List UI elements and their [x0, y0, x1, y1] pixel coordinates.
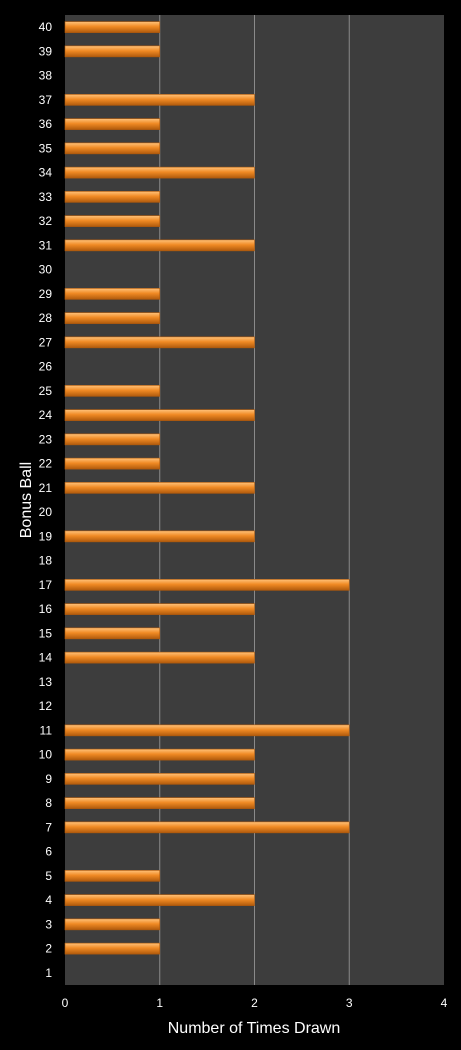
y-tick-label-22: 22 [39, 457, 53, 471]
y-tick-label-18: 18 [39, 554, 53, 568]
y-tick-label-8: 8 [45, 796, 52, 810]
bar-15 [64, 627, 161, 640]
y-tick-label-39: 39 [39, 44, 53, 58]
y-tick-label-10: 10 [39, 748, 53, 762]
y-tick-label-21: 21 [39, 481, 53, 495]
y-tick-label-32: 32 [39, 214, 53, 228]
y-tick-label-33: 33 [39, 190, 53, 204]
bar-28 [64, 312, 161, 324]
y-tick-label-15: 15 [39, 626, 53, 640]
y-tick-labels: 1234567891011121314151617181920212223242… [39, 20, 53, 980]
y-tick-label-24: 24 [39, 408, 53, 422]
y-tick-label-35: 35 [39, 141, 53, 155]
y-tick-label-40: 40 [39, 20, 53, 34]
bar-24 [64, 409, 255, 421]
bar-11 [64, 724, 350, 737]
y-tick-label-26: 26 [39, 360, 53, 374]
x-tick-label-1: 1 [156, 996, 163, 1010]
y-tick-label-29: 29 [39, 287, 53, 301]
bar-22 [64, 457, 161, 470]
y-tick-label-14: 14 [39, 651, 53, 665]
y-tick-label-11: 11 [40, 723, 53, 737]
bar-32 [64, 215, 161, 227]
bar-21 [64, 482, 255, 494]
y-tick-label-6: 6 [45, 845, 52, 859]
bar-2 [64, 942, 161, 955]
bar-10 [64, 748, 255, 761]
x-tick-label-0: 0 [62, 996, 69, 1010]
y-tick-label-17: 17 [39, 578, 53, 592]
bar-34 [64, 166, 255, 179]
x-tick-label-3: 3 [346, 996, 353, 1010]
y-tick-label-19: 19 [39, 529, 53, 543]
bar-40 [64, 21, 161, 33]
y-axis-title: Bonus Ball [18, 462, 35, 539]
bar-36 [64, 118, 161, 130]
y-tick-label-2: 2 [45, 942, 52, 956]
y-tick-label-16: 16 [39, 602, 53, 616]
y-tick-label-13: 13 [39, 675, 53, 689]
bar-7 [64, 821, 350, 834]
y-tick-label-5: 5 [45, 869, 52, 883]
bar-37 [64, 94, 255, 106]
y-tick-label-38: 38 [39, 69, 53, 83]
x-tick-labels: 0 1 2 3 4 [62, 996, 448, 1010]
bar-14 [64, 651, 255, 664]
bar-25 [64, 385, 161, 397]
y-tick-label-28: 28 [39, 311, 53, 325]
bar-33 [64, 191, 161, 203]
y-tick-label-4: 4 [45, 893, 52, 907]
bar-23 [64, 433, 161, 446]
y-tick-label-1: 1 [45, 966, 52, 980]
y-tick-label-31: 31 [39, 238, 53, 252]
bar-29 [64, 288, 161, 300]
x-tick-label-4: 4 [441, 996, 448, 1010]
y-tick-label-23: 23 [39, 432, 53, 446]
x-tick-label-2: 2 [251, 996, 258, 1010]
y-tick-label-20: 20 [39, 505, 53, 519]
bar-8 [64, 797, 255, 809]
bar-19 [64, 530, 255, 543]
y-tick-label-30: 30 [39, 263, 53, 277]
y-tick-label-34: 34 [39, 166, 53, 180]
bar-5 [64, 870, 161, 882]
bar-9 [64, 773, 255, 785]
bar-27 [64, 336, 255, 349]
bar-3 [64, 918, 161, 931]
y-tick-label-36: 36 [39, 117, 53, 131]
y-tick-label-37: 37 [39, 93, 53, 107]
bars [64, 21, 350, 955]
bar-17 [64, 579, 350, 591]
y-tick-label-3: 3 [45, 917, 52, 931]
bar-39 [64, 45, 161, 58]
bar-31 [64, 239, 255, 252]
y-tick-label-9: 9 [45, 772, 52, 786]
y-tick-label-27: 27 [39, 335, 53, 349]
bar-35 [64, 142, 161, 155]
bar-4 [64, 894, 255, 906]
x-axis-title: Number of Times Drawn [168, 1020, 341, 1037]
y-tick-label-7: 7 [45, 820, 52, 834]
y-tick-label-25: 25 [39, 384, 53, 398]
y-tick-label-12: 12 [39, 699, 53, 713]
bar-16 [64, 603, 255, 615]
